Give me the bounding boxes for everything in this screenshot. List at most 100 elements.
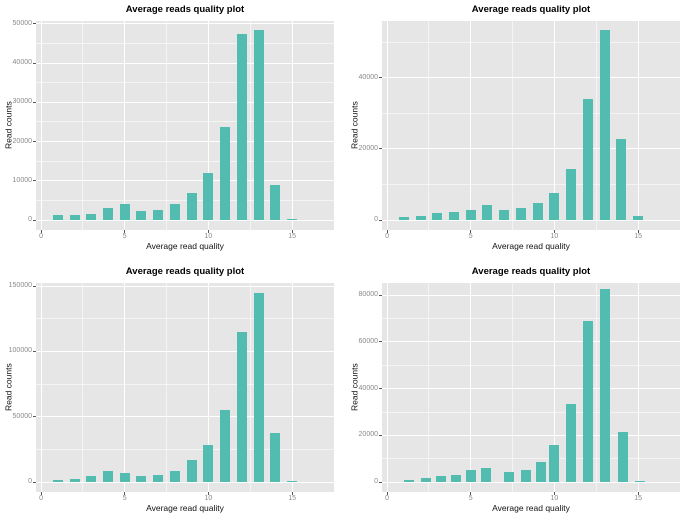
- y-tick-label: 20000: [12, 137, 32, 145]
- gridline-minor-horizontal: [36, 448, 334, 450]
- histogram-bar: [153, 474, 164, 483]
- x-tick-label: 5: [122, 495, 127, 502]
- gridline-minor-vertical: [428, 283, 430, 492]
- x-axis-title: Average read quality: [492, 503, 570, 513]
- gridline-minor-vertical: [512, 283, 514, 492]
- x-axis-tick: [553, 230, 555, 233]
- histogram-bar: [403, 479, 414, 483]
- y-axis-tick: [379, 481, 382, 483]
- x-axis-tick: [291, 492, 293, 495]
- gridline-major-horizontal: [382, 434, 680, 436]
- y-tick-label: 0: [28, 478, 32, 486]
- histogram-bar: [136, 211, 147, 221]
- plot-panel: [382, 21, 680, 230]
- x-tick-label: 15: [288, 495, 297, 502]
- histogram-bar: [287, 219, 298, 221]
- chart-title: Average reads quality plot: [471, 266, 591, 277]
- gridline-major-vertical: [207, 21, 209, 230]
- gridline-minor-horizontal: [382, 112, 680, 114]
- x-axis-tick: [386, 492, 388, 495]
- histogram-bar: [398, 216, 409, 221]
- histogram-bar: [169, 470, 180, 483]
- y-axis-title: Read counts: [349, 101, 360, 150]
- histogram-bar: [69, 215, 80, 221]
- histogram-bar: [515, 207, 526, 221]
- x-axis-title: Average read quality: [146, 241, 224, 251]
- histogram-bar: [119, 473, 130, 483]
- y-axis-tick: [33, 416, 36, 418]
- gridline-minor-vertical: [595, 283, 597, 492]
- histogram-bar: [236, 332, 247, 483]
- x-axis-title: Average read quality: [146, 503, 224, 513]
- histogram-bar: [186, 460, 197, 483]
- histogram-bar: [566, 404, 577, 483]
- gridline-minor-horizontal: [36, 82, 334, 84]
- gridline-major-horizontal: [382, 481, 680, 483]
- histogram-bar: [450, 474, 461, 483]
- gridline-major-horizontal: [382, 388, 680, 390]
- y-axis-tick: [33, 101, 36, 103]
- histogram-bar: [634, 481, 645, 483]
- x-axis-tick: [470, 230, 472, 233]
- y-tick-label: 80000: [358, 291, 378, 299]
- histogram-bar: [599, 29, 610, 221]
- y-axis-tick: [33, 481, 36, 483]
- histogram-bar: [415, 215, 426, 221]
- gridline-major-horizontal: [36, 219, 334, 221]
- x-axis-title: Average read quality: [492, 241, 570, 251]
- gridline-major-vertical: [207, 283, 209, 492]
- y-tick-label: 40000: [358, 73, 378, 81]
- histogram-bar: [253, 30, 264, 221]
- histogram-bar: [566, 169, 577, 221]
- gridline-major-vertical: [291, 21, 293, 230]
- x-tick-label: 0: [385, 233, 389, 240]
- histogram-bar: [220, 410, 231, 483]
- x-tick-label: 15: [634, 233, 643, 240]
- gridline-major-vertical: [40, 283, 42, 492]
- y-axis-tick: [379, 434, 382, 436]
- histogram-bar: [153, 210, 164, 221]
- x-tick-label: 0: [39, 233, 43, 240]
- gridline-minor-horizontal: [36, 318, 334, 320]
- x-axis-tick: [124, 492, 126, 495]
- x-axis-tick: [637, 492, 639, 495]
- gridline-major-horizontal: [36, 350, 334, 352]
- x-tick-label: 15: [288, 233, 297, 240]
- histogram-bar: [616, 138, 627, 221]
- x-axis-tick: [470, 492, 472, 495]
- gridline-major-vertical: [637, 283, 639, 492]
- histogram-bar: [270, 432, 281, 483]
- x-tick-label: 0: [39, 495, 43, 502]
- gridline-major-vertical: [386, 21, 388, 230]
- gridline-major-horizontal: [36, 101, 334, 103]
- histogram-bar: [270, 184, 281, 221]
- histogram-bar: [236, 34, 247, 221]
- gridline-major-horizontal: [36, 416, 334, 418]
- gridline-major-horizontal: [36, 141, 334, 143]
- x-axis-tick: [207, 492, 209, 495]
- x-axis-tick: [553, 492, 555, 495]
- histogram-bar: [203, 444, 214, 483]
- gridline-minor-vertical: [82, 21, 84, 230]
- gridline-major-horizontal: [36, 62, 334, 64]
- y-tick-label: 10000: [12, 176, 32, 184]
- gridline-minor-vertical: [428, 21, 430, 230]
- chart-bottom-right: Average reads quality plot Read counts A…: [346, 262, 692, 524]
- y-tick-label: 0: [374, 478, 378, 486]
- gridline-minor-horizontal: [382, 41, 680, 43]
- histogram-bar: [432, 213, 443, 221]
- y-axis-tick: [33, 62, 36, 64]
- gridline-minor-horizontal: [36, 160, 334, 162]
- gridline-minor-vertical: [82, 283, 84, 492]
- y-axis-tick: [379, 341, 382, 343]
- histogram-bar: [69, 478, 80, 483]
- gridline-major-vertical: [386, 283, 388, 492]
- x-axis-tick: [637, 230, 639, 233]
- gridline-major-horizontal: [382, 77, 680, 79]
- histogram-bar: [480, 468, 491, 483]
- x-axis-tick: [386, 230, 388, 233]
- y-axis-tick: [379, 388, 382, 390]
- y-tick-label: 40000: [358, 384, 378, 392]
- histogram-bar: [618, 432, 629, 483]
